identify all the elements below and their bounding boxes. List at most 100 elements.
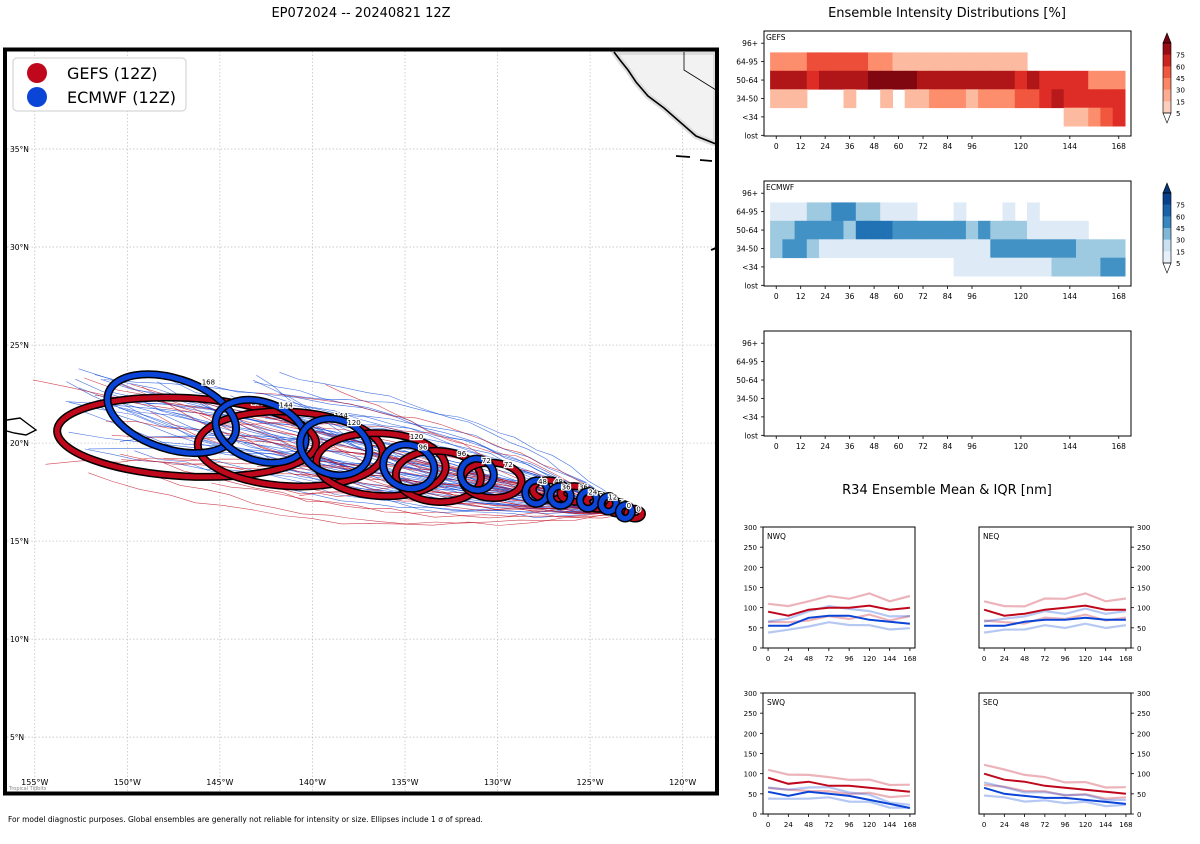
heat-cell xyxy=(843,239,857,259)
heat-cell xyxy=(1051,89,1065,109)
iqr-bound-line xyxy=(768,796,910,809)
forecast-hour-tick: 72 xyxy=(1040,821,1049,829)
heat-cell xyxy=(1063,239,1077,259)
forecast-hour-tick: 36 xyxy=(845,142,855,151)
heat-cell xyxy=(1088,257,1101,277)
heat-cell xyxy=(892,70,906,90)
heat-cell xyxy=(782,52,796,72)
ensemble-mean-line xyxy=(983,786,1126,805)
heat-cell xyxy=(782,220,796,240)
radius-tick-label: 200 xyxy=(1137,564,1150,572)
ensemble-member-track xyxy=(134,450,635,515)
lon-tick-label: 150°W xyxy=(114,778,141,787)
forecast-hour-tick: 144 xyxy=(1099,655,1113,663)
heat-cell xyxy=(1112,70,1126,90)
heat-cell xyxy=(880,239,893,259)
heat-cell xyxy=(1051,70,1065,90)
heat-cell xyxy=(794,202,808,222)
heat-cell xyxy=(941,70,955,90)
heat-cell xyxy=(855,52,869,72)
forecast-hour-tick: 0 xyxy=(982,655,986,663)
intensity-bin-label: 34-50 xyxy=(736,244,758,253)
forecast-hour-label: 12 xyxy=(608,493,617,501)
heat-cell xyxy=(806,70,820,90)
heat-cell xyxy=(843,202,857,222)
ecmwf-intensity-heatmap: 96+ 64-95 50-64 34-50 <34 lost 0 12 24 36 48 60 72 84… xyxy=(736,180,1185,301)
lon-tick-label: 120°W xyxy=(669,778,696,787)
forecast-hour-tick: 60 xyxy=(894,442,904,451)
forecast-hour-tick: 144 xyxy=(883,821,897,829)
spread-ellipse xyxy=(313,430,449,499)
heat-cell xyxy=(831,239,845,259)
forecast-hour-tick: 168 xyxy=(1119,821,1132,829)
intensity-bin-label: <34 xyxy=(742,113,758,122)
colorbar-tick-label: 60 xyxy=(1176,63,1185,71)
radius-tick-label: 150 xyxy=(1137,751,1150,759)
heat-cell xyxy=(782,202,796,222)
intensity-bin-label: 64-95 xyxy=(736,208,758,217)
heat-cell xyxy=(868,52,881,72)
heat-cell xyxy=(1063,70,1077,90)
forecast-hour-tick: 96 xyxy=(1061,821,1070,829)
heat-cell xyxy=(1014,52,1028,72)
radius-tick-label: 100 xyxy=(744,605,757,613)
forecast-hour-tick: 120 xyxy=(1014,292,1029,301)
heat-cell xyxy=(990,220,1004,240)
heat-cell xyxy=(953,202,967,222)
heat-cell xyxy=(880,70,893,90)
heat-cell xyxy=(843,89,857,109)
heat-cell xyxy=(831,70,845,90)
radius-tick-label: 100 xyxy=(744,771,757,779)
forecast-hour-tick: 24 xyxy=(784,821,793,829)
heat-cell xyxy=(1014,257,1028,277)
forecast-hour-label: 96 xyxy=(418,444,427,452)
colorbar-segment xyxy=(1163,228,1171,240)
spread-ellipse xyxy=(213,397,309,466)
legend-gefs-label: GEFS (12Z) xyxy=(67,64,157,83)
ensemble-mean-line xyxy=(767,776,910,793)
heat-cell xyxy=(843,220,857,240)
colorbar-segment xyxy=(1163,193,1171,205)
heat-cell xyxy=(1051,220,1065,240)
heat-cell xyxy=(1076,220,1089,240)
heat-cell xyxy=(1039,89,1053,109)
heat-cell xyxy=(978,89,991,109)
heat-cell xyxy=(1076,257,1089,277)
radius-tick-label: 0 xyxy=(1137,645,1141,653)
ensemble-member-track xyxy=(255,392,636,512)
heat-cell xyxy=(1088,107,1101,127)
radius-tick-label: 100 xyxy=(1137,605,1150,613)
intensity-bin-label: 34-50 xyxy=(736,94,758,103)
lat-tick-label: 30°N xyxy=(10,243,29,252)
heat-cell xyxy=(819,239,832,259)
forecast-hour-tick: 96 xyxy=(967,292,977,301)
radius-tick-label: 100 xyxy=(1137,771,1150,779)
heat-cell xyxy=(1063,257,1077,277)
forecast-hour-label: 0 xyxy=(627,502,631,510)
intensity-bin-label: 50-64 xyxy=(736,226,758,235)
heat-cell xyxy=(855,239,869,259)
colorbar-segment xyxy=(1163,239,1171,252)
forecast-hour-tick: 96 xyxy=(1061,655,1070,663)
empty-intensity-panel: 96+ 64-95 50-64 34-50 <34 lost 0 12 24 36 48 60 72 84… xyxy=(736,330,1132,451)
radius-tick-label: 250 xyxy=(744,710,757,718)
intensity-bin-label: <34 xyxy=(742,413,758,422)
lon-tick-label: 125°W xyxy=(577,778,604,787)
intensity-bin-label: 96+ xyxy=(742,339,758,348)
heat-cell xyxy=(929,70,942,90)
heat-cell xyxy=(1002,239,1016,259)
lat-tick-label: 20°N xyxy=(10,439,29,448)
heat-cell xyxy=(892,220,906,240)
heat-cell xyxy=(1076,107,1089,127)
heat-cell xyxy=(770,89,783,109)
heat-cell xyxy=(819,220,832,240)
radius-tick-label: 150 xyxy=(1137,585,1150,593)
heat-cell xyxy=(782,239,796,259)
heat-cell xyxy=(1027,89,1040,109)
heat-cell xyxy=(880,89,893,109)
iqr-bound-line xyxy=(984,783,1126,800)
iqr-bound-line xyxy=(983,622,1127,634)
heat-cell xyxy=(770,52,783,72)
hawaii-island xyxy=(7,417,38,436)
heat-cell xyxy=(978,52,991,72)
